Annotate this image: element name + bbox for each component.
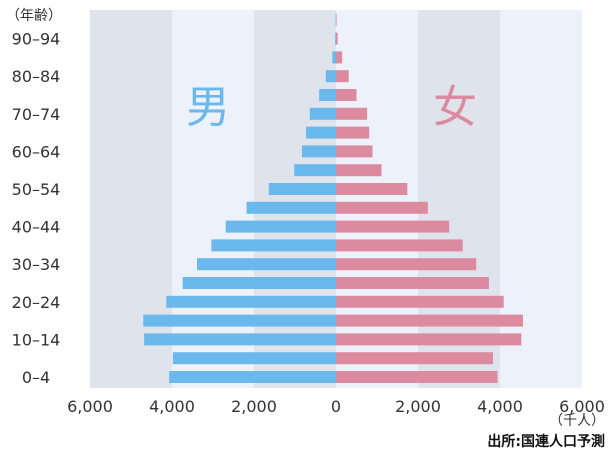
female-bar — [336, 220, 450, 233]
y-unit-label: （年齢） — [6, 8, 62, 24]
age-labels: 0–4 10–14 20–24 30–34 40–44 50–54 60–64 70–74 80… — [12, 30, 61, 387]
source-note: 出所:国連人口予測 — [487, 433, 605, 450]
female-bar — [336, 314, 523, 327]
female-bar — [336, 371, 498, 383]
male-bar — [332, 51, 336, 64]
male-bar — [325, 70, 336, 83]
x-tick-label: 2,000 — [231, 397, 277, 416]
female-bar — [336, 126, 370, 139]
male-bar — [246, 201, 336, 214]
male-bar — [268, 183, 336, 195]
male-bar — [182, 277, 336, 289]
male-bar — [144, 333, 336, 346]
female-bar — [336, 183, 408, 195]
female-bar — [336, 277, 489, 289]
male-bar — [169, 371, 336, 383]
male-bar — [319, 89, 336, 101]
age-tick-label: 0–4 — [22, 368, 50, 387]
age-tick-label: 30–34 — [12, 255, 61, 274]
age-tick-label: 20–24 — [12, 293, 61, 312]
x-axis-tick-labels: 6,000 4,000 2,000 0 2,000 4,000 6,000 — [67, 397, 605, 416]
female-bar — [336, 32, 338, 45]
x-tick-label: 4,000 — [149, 397, 195, 416]
age-tick-label: 50–54 — [12, 180, 61, 199]
male-bar — [225, 220, 336, 233]
male-bar — [211, 239, 336, 252]
male-bar — [335, 32, 336, 45]
background-band — [172, 10, 254, 388]
female-bar — [336, 258, 477, 271]
background-bands — [90, 10, 582, 388]
age-tick-label: 40–44 — [12, 218, 61, 237]
female-bar — [336, 239, 463, 252]
female-bar — [336, 145, 373, 158]
x-tick-label: 2,000 — [395, 397, 441, 416]
age-tick-label: 10–14 — [12, 330, 61, 349]
bars — [143, 13, 523, 383]
x-tick-label: 6,000 — [559, 397, 605, 416]
male-label: 男 — [186, 82, 230, 133]
male-bar — [335, 13, 337, 26]
male-bar — [166, 295, 336, 308]
female-bar — [336, 107, 368, 120]
female-bar — [336, 164, 382, 177]
age-tick-label: 80–84 — [12, 67, 61, 86]
background-band — [336, 10, 418, 388]
male-bar — [306, 126, 336, 139]
x-tick-label: 0 — [331, 397, 341, 416]
age-tick-label: 90–94 — [12, 30, 61, 49]
female-bar — [336, 51, 343, 64]
male-bar — [197, 258, 336, 271]
female-label: 女 — [433, 82, 477, 133]
background-band — [418, 10, 500, 388]
x-unit-label: （千人） — [549, 413, 605, 429]
age-tick-label: 60–64 — [12, 142, 61, 161]
male-bar — [294, 164, 336, 177]
female-bar — [336, 89, 357, 101]
male-bar — [143, 314, 336, 327]
female-bar — [336, 70, 349, 83]
x-tick-label: 4,000 — [477, 397, 523, 416]
male-bar — [172, 352, 336, 365]
female-bar — [336, 201, 428, 214]
age-tick-label: 70–74 — [12, 105, 61, 124]
female-bar — [336, 295, 504, 308]
male-bar — [309, 107, 336, 120]
background-band — [500, 10, 582, 388]
background-band — [90, 10, 172, 388]
x-tick-label: 6,000 — [67, 397, 113, 416]
male-bar — [301, 145, 336, 158]
female-bar — [336, 333, 522, 346]
female-bar — [336, 13, 337, 26]
female-bar — [336, 352, 494, 365]
background-band — [254, 10, 336, 388]
